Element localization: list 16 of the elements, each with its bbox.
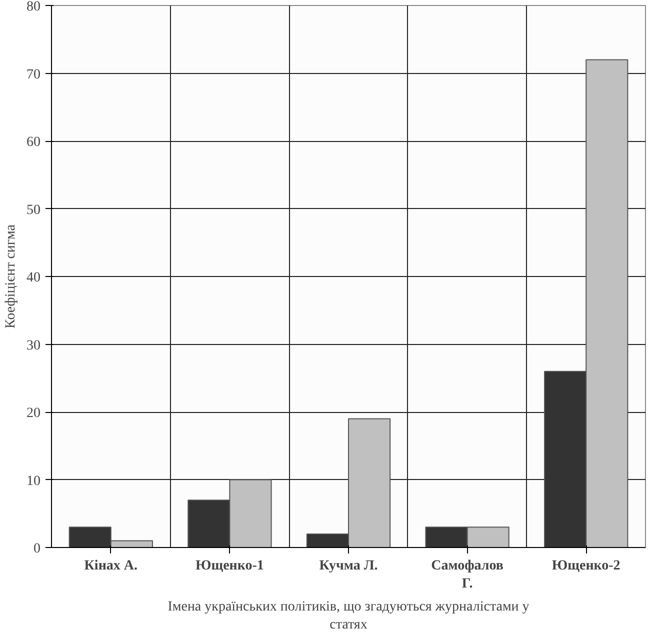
y-tick-label: 80: [26, 0, 40, 14]
y-axis-title: Коефіцієнт сигма: [4, 224, 18, 328]
x-axis-title: Імена українських політиків, що згадуються журналістами у статях: [168, 600, 530, 632]
x-tick-label: Кучма Л.: [319, 558, 378, 574]
y-tick-label: 40: [26, 270, 40, 286]
y-tick-label: 0: [34, 542, 40, 556]
x-tick-label: Ющенко-2: [552, 558, 620, 574]
y-tick-label: 10: [26, 474, 40, 489]
x-tick-label: Ющенко-1: [195, 558, 264, 574]
x-tick-label: Кінах А.: [84, 558, 138, 574]
y-tick-label: 20: [26, 406, 40, 421]
x-tick-label: Самофалов Г.: [431, 558, 504, 592]
y-tick-label: 70: [26, 67, 40, 82]
y-tick-label: 60: [26, 135, 40, 150]
y-tick-label: 30: [26, 338, 40, 354]
y-tick-label: 50: [26, 202, 40, 218]
